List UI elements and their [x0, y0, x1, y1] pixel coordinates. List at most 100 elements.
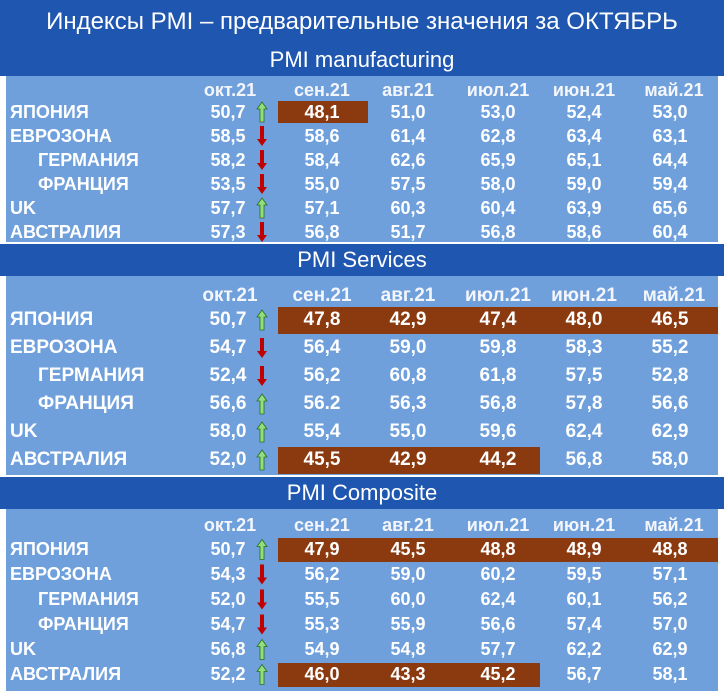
arrow-down-icon: [256, 221, 268, 248]
column-header: июн.21: [551, 285, 617, 306]
value-cell: 60,2: [480, 564, 516, 584]
value-cell: 57,5: [390, 174, 426, 194]
section-title: PMI manufacturing: [0, 44, 724, 76]
arrow-up-icon: [256, 101, 268, 128]
value-cell: 60,4: [480, 198, 516, 218]
header-row: окт.21 сен.21 авг.21 июл.21 июн.21 май.21: [6, 78, 718, 102]
value-cell: 55,4: [303, 421, 341, 442]
value-cell: 57,7: [480, 639, 516, 659]
value-cell: 61,4: [390, 126, 426, 146]
value-cell: 59,5: [566, 564, 602, 584]
country-label: ГЕРМАНИЯ: [38, 150, 139, 170]
column-header: июн.21: [552, 515, 616, 535]
value-cell: 53,0: [652, 102, 688, 122]
value-cell: 47,9: [304, 539, 340, 559]
arrow-down-icon: [256, 335, 268, 366]
value-cell: 57,5: [565, 365, 603, 386]
column-header: окт.21: [202, 285, 258, 306]
section-table: окт.21 сен.21 авг.21 июл.21 июн.21 май.21 ЯПОН…: [6, 276, 718, 475]
value-cell: 56,2: [652, 589, 688, 609]
section-table: окт.21 сен.21 авг.21 июл.21 июн.21 май.21 ЯПОН…: [6, 509, 718, 691]
section-title: PMI Composite: [0, 477, 724, 509]
value-cell: 46,5: [651, 309, 689, 330]
arrow-up-icon: [256, 307, 268, 338]
arrow-down-icon: [256, 149, 268, 176]
highlight-bar: [278, 307, 718, 334]
value-cell: 55,0: [304, 174, 340, 194]
table-row: UK 58,0 55,4 55,0 59,6 62,4 62,9: [6, 418, 718, 446]
value-cell: 50,7: [209, 309, 247, 330]
country-label: АВСТРАЛИЯ: [10, 222, 122, 242]
column-header: авг.21: [382, 80, 434, 100]
table-row: ЯПОНИЯ 50,7 48,1 51,0 53,0 52,4 53,0: [6, 100, 718, 124]
value-cell: 46,0: [304, 664, 340, 684]
value-cell: 54,9: [304, 639, 340, 659]
value-cell: 52,0: [210, 589, 246, 609]
country-label: ЕВРОЗОНА: [10, 564, 112, 584]
value-cell: 58,6: [304, 126, 340, 146]
table-row: ГЕРМАНИЯ 52,4 56,2 60,8 61,8 57,5 52,8: [6, 362, 718, 390]
value-cell: 59,0: [389, 337, 427, 358]
value-cell: 59,6: [479, 421, 517, 442]
value-cell: 48,0: [565, 309, 603, 330]
country-label: UK: [10, 639, 36, 659]
value-cell: 47,4: [479, 309, 517, 330]
column-header: июн.21: [552, 80, 616, 100]
value-cell: 57,0: [652, 614, 688, 634]
column-header: июл.21: [465, 285, 531, 306]
value-cell: 42,9: [389, 449, 427, 470]
arrow-up-icon: [256, 197, 268, 224]
value-cell: 62,8: [480, 126, 516, 146]
value-cell: 45,2: [480, 664, 516, 684]
value-cell: 60,3: [390, 198, 426, 218]
value-cell: 57,1: [652, 564, 688, 584]
arrow-down-icon: [256, 363, 268, 394]
value-cell: 65,1: [566, 150, 602, 170]
value-cell: 52,4: [209, 365, 247, 386]
value-cell: 50,7: [210, 102, 246, 122]
highlight-bar: [278, 447, 540, 474]
country-label: АВСТРАЛИЯ: [10, 449, 128, 470]
arrow-down-icon: [256, 563, 268, 591]
column-header: сен.21: [294, 80, 350, 100]
value-cell: 57,7: [210, 198, 246, 218]
country-label: UK: [10, 421, 38, 442]
value-cell: 48,9: [566, 539, 602, 559]
column-header: сен.21: [294, 515, 350, 535]
value-cell: 45,5: [303, 449, 341, 470]
value-cell: 43,3: [390, 664, 426, 684]
value-cell: 56,6: [651, 393, 689, 414]
value-cell: 50,7: [210, 539, 246, 559]
highlight-bar: [278, 538, 718, 562]
header-row: окт.21 сен.21 авг.21 июл.21 июн.21 май.21: [6, 282, 718, 310]
country-label: ГЕРМАНИЯ: [38, 365, 145, 386]
value-cell: 48,8: [652, 539, 688, 559]
table-row: ЕВРОЗОНА 54,3 56,2 59,0 60,2 59,5 57,1: [6, 562, 718, 587]
column-header: май.21: [644, 515, 704, 535]
value-cell: 52,2: [210, 664, 246, 684]
table-row: ЯПОНИЯ 50,7 47,8 42,9 47,4 48,0 46,5: [6, 306, 718, 334]
column-header: авг.21: [380, 285, 436, 306]
value-cell: 52,4: [566, 102, 602, 122]
value-cell: 59,8: [479, 337, 517, 358]
table-row: ФРАНЦИЯ 54,7 55,3 55,9 56,6 57,4 57,0: [6, 612, 718, 637]
country-label: ЕВРОЗОНА: [10, 126, 112, 146]
value-cell: 54,3: [210, 564, 246, 584]
value-cell: 45,5: [390, 539, 426, 559]
value-cell: 55,0: [389, 421, 427, 442]
page-title: Индексы PMI – предварительные значения з…: [0, 0, 724, 44]
value-cell: 58,3: [565, 337, 603, 358]
arrow-down-icon: [256, 125, 268, 152]
country-label: ЯПОНИЯ: [10, 102, 89, 122]
value-cell: 56,7: [566, 664, 602, 684]
value-cell: 54,8: [390, 639, 426, 659]
value-cell: 51,7: [390, 222, 426, 242]
arrow-up-icon: [256, 538, 268, 566]
column-header: окт.21: [203, 80, 257, 100]
value-cell: 59,0: [566, 174, 602, 194]
country-label: АВСТРАЛИЯ: [10, 664, 122, 684]
value-cell: 62,9: [652, 639, 688, 659]
value-cell: 62,6: [390, 150, 426, 170]
value-cell: 62,4: [480, 589, 516, 609]
value-cell: 59,0: [390, 564, 426, 584]
